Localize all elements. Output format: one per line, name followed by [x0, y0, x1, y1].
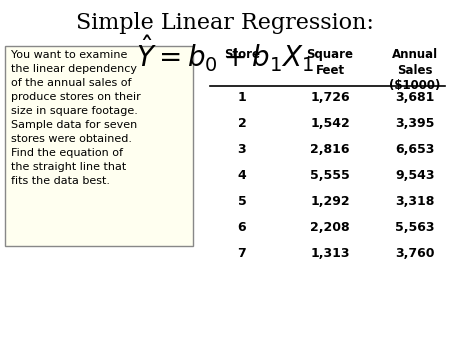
Text: Square
Feet: Square Feet — [306, 48, 354, 76]
Text: 1,542: 1,542 — [310, 117, 350, 130]
Text: Store: Store — [224, 48, 260, 61]
Text: 5,563: 5,563 — [395, 221, 435, 234]
Text: 9,543: 9,543 — [395, 169, 435, 182]
Text: $\hat{Y} = b_0 + b_1 X_1$: $\hat{Y} = b_0 + b_1 X_1$ — [136, 33, 314, 74]
Text: 7: 7 — [238, 247, 247, 260]
Text: 3,681: 3,681 — [395, 91, 435, 104]
Text: 4: 4 — [238, 169, 247, 182]
Text: 2: 2 — [238, 117, 247, 130]
Text: Annual
Sales
($1000): Annual Sales ($1000) — [389, 48, 441, 92]
Text: 6,653: 6,653 — [395, 143, 435, 156]
Text: 5,555: 5,555 — [310, 169, 350, 182]
Text: You want to examine
the linear dependency
of the annual sales of
produce stores : You want to examine the linear dependenc… — [11, 50, 141, 186]
Text: 3: 3 — [238, 143, 246, 156]
Text: 3,395: 3,395 — [395, 117, 435, 130]
Text: 1: 1 — [238, 91, 247, 104]
Text: 1,292: 1,292 — [310, 195, 350, 208]
Text: 2,816: 2,816 — [310, 143, 350, 156]
FancyBboxPatch shape — [5, 46, 193, 246]
Text: 3,318: 3,318 — [395, 195, 435, 208]
Text: 6: 6 — [238, 221, 246, 234]
Text: Simple Linear Regression:: Simple Linear Regression: — [76, 12, 374, 34]
Text: 1,726: 1,726 — [310, 91, 350, 104]
Text: 3,760: 3,760 — [395, 247, 435, 260]
Text: 1,313: 1,313 — [310, 247, 350, 260]
Text: 2,208: 2,208 — [310, 221, 350, 234]
Text: 5: 5 — [238, 195, 247, 208]
